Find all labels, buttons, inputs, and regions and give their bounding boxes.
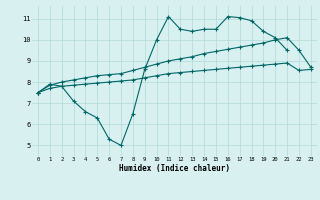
X-axis label: Humidex (Indice chaleur): Humidex (Indice chaleur)	[119, 164, 230, 173]
